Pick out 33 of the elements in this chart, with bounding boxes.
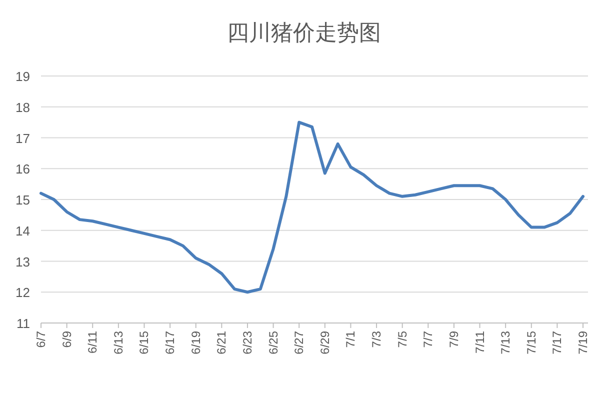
x-tick-label: 6/17 [163, 330, 178, 354]
x-tick-label: 6/29 [318, 330, 332, 354]
y-tick-label: 14 [16, 223, 30, 238]
y-tick-label: 13 [16, 254, 30, 270]
x-tick-label: 7/15 [524, 330, 538, 354]
x-tick-label: 7/11 [472, 330, 487, 354]
x-tick-label: 6/25 [266, 330, 280, 354]
x-tick-label: 7/19 [576, 330, 590, 354]
y-tick-label: 11 [16, 316, 30, 331]
x-tick-label: 6/7 [34, 330, 48, 348]
x-tick-label: 6/15 [137, 330, 152, 354]
x-tick-label: 7/9 [446, 330, 461, 348]
x-tick-label: 6/11 [86, 330, 100, 354]
y-tick-label: 12 [16, 285, 30, 300]
y-tick-label: 19 [16, 69, 30, 84]
x-tick-label: 7/1 [344, 330, 358, 348]
x-tick-label: 6/23 [240, 330, 254, 354]
chart-title: 四川猪价走势图 [227, 20, 381, 45]
x-tick-label: 7/7 [421, 330, 436, 348]
y-tick-label: 16 [16, 162, 30, 177]
x-tick-label: 6/13 [111, 330, 126, 354]
x-tick-label: 6/9 [60, 330, 74, 348]
y-tick-label: 15 [16, 192, 30, 208]
x-tick-label: 6/27 [292, 330, 306, 354]
x-tick-label: 6/21 [214, 330, 229, 354]
x-tick-label: 7/3 [370, 330, 384, 348]
y-tick-label: 18 [16, 100, 30, 115]
x-tick-label: 6/19 [188, 330, 203, 354]
x-tick-label: 7/5 [395, 330, 410, 348]
x-tick-label: 7/13 [498, 330, 513, 354]
line-series [40, 120, 584, 294]
x-tick-label: 7/17 [550, 330, 564, 354]
y-tick-label: 17 [16, 130, 30, 146]
